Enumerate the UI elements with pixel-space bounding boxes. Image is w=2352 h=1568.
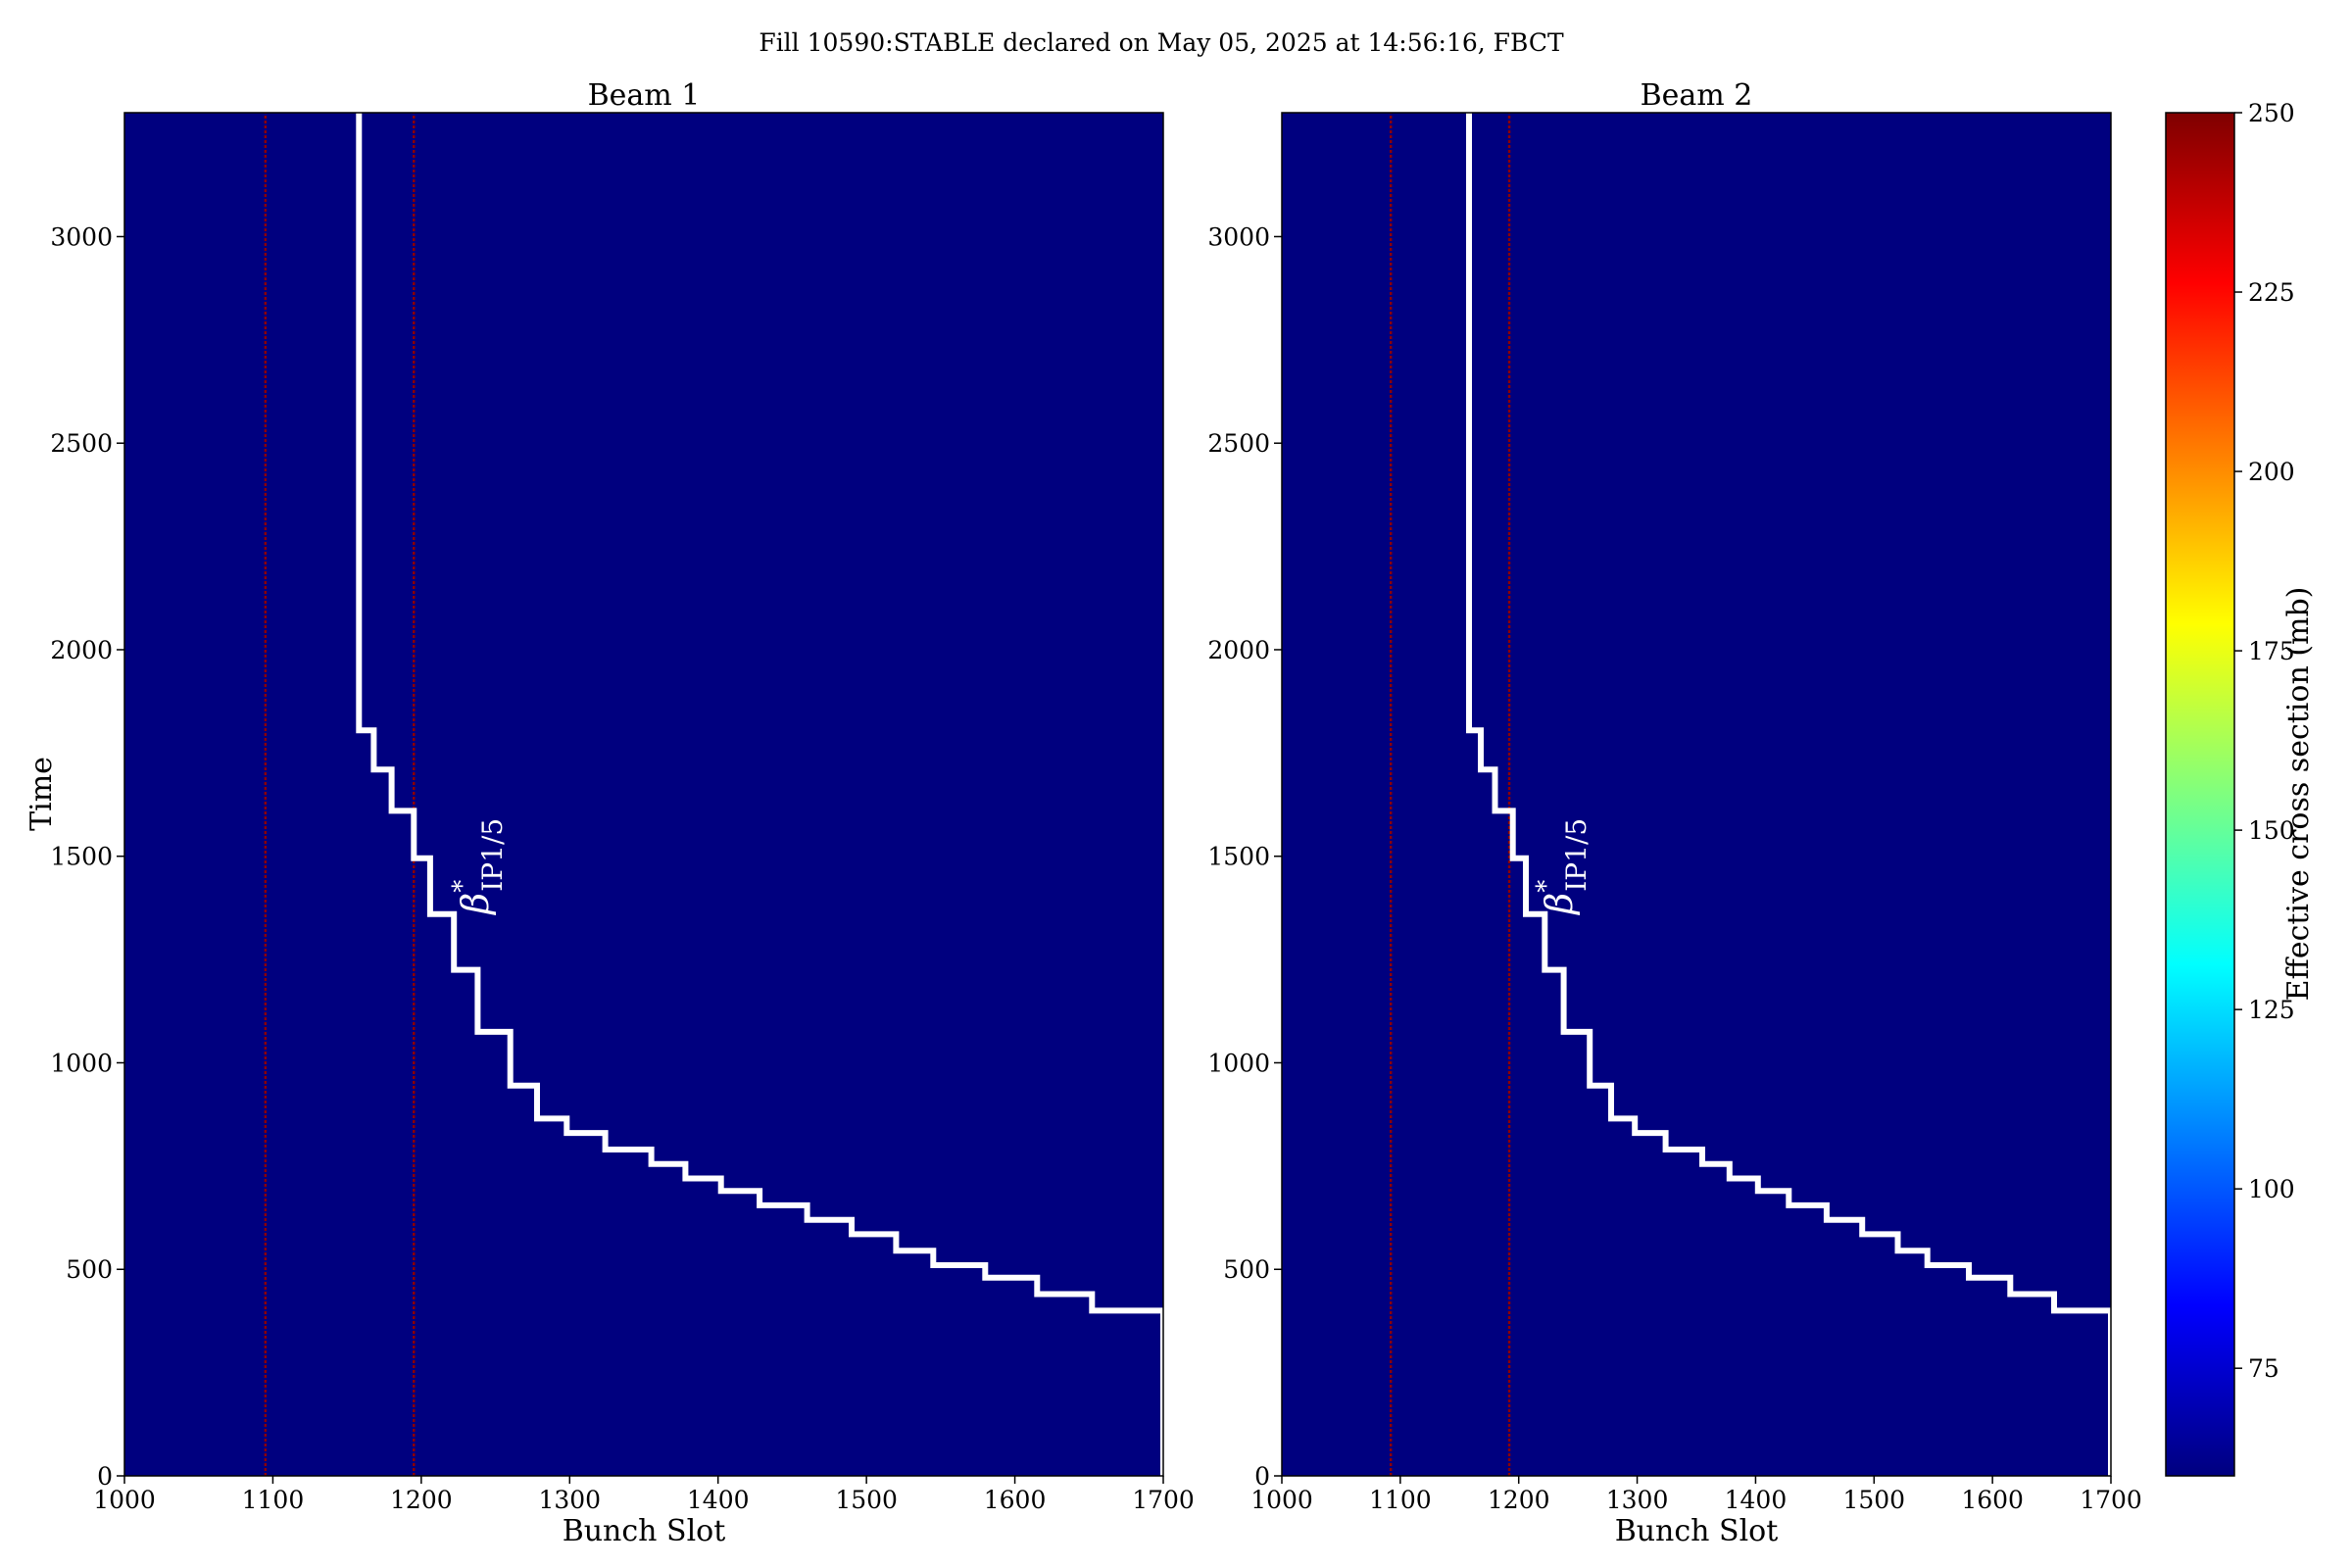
colorbar-tick-label: 75 <box>2248 1354 2279 1383</box>
beam-1-y-ticks: 0 500 1000 1500 2000 2500 3000 <box>50 222 124 1491</box>
colorbar-tick-label: 250 <box>2248 99 2295 127</box>
beam-2-y-tick-label: 500 <box>1223 1255 1270 1284</box>
beam-1-axes-frame <box>123 112 1164 1477</box>
beam-1-x-axis-title: Bunch Slot <box>563 1514 726 1548</box>
beam-2-axes-frame <box>1281 112 2112 1477</box>
beam-2-x-tick-label: 1200 <box>1488 1486 1550 1514</box>
beam-2-y-tick-label: 1000 <box>1207 1049 1270 1077</box>
beam-2-x-tick-label: 1400 <box>1725 1486 1788 1514</box>
beam-1-beta-star-step-line <box>356 113 1166 1476</box>
beam-1-panel: Beam 1 β*IP1/5 1000 1100 1200 1300 1400 1500 1… <box>24 78 1195 1548</box>
beam-1-y-tick-label: 2500 <box>50 429 113 458</box>
colorbar-ticks: 75 100 125 150 175 200 225 250 <box>2234 99 2295 1383</box>
beam-2-x-tick-label: 1600 <box>1961 1486 2024 1514</box>
colorbar-gradient <box>2165 112 2235 1477</box>
beam-1-y-tick-label: 1500 <box>50 843 113 871</box>
beam-2-heatmap-area <box>1282 113 2111 1476</box>
beam-2-x-tick-label: 1000 <box>1250 1486 1313 1514</box>
colorbar-tick-label: 225 <box>2248 278 2295 307</box>
beam-2-y-tick-label: 3000 <box>1207 222 1270 251</box>
beam-2-y-tick-label: 2500 <box>1207 429 1270 458</box>
beam-1-marks: β*IP1/5 <box>264 113 1166 1476</box>
beam-2-y-ticks: 0 500 1000 1500 2000 2500 3000 <box>1207 222 1282 1491</box>
beam-1-y-tick-label: 1000 <box>50 1049 113 1077</box>
colorbar-tick-label: 125 <box>2248 996 2295 1024</box>
beam-1-x-tick-label: 1200 <box>390 1486 453 1514</box>
colorbar-label: Effective cross section (mb) <box>2281 587 2316 1002</box>
beam-1-x-tick-label: 1000 <box>93 1486 156 1514</box>
beam-1-x-ticks: 1000 1100 1200 1300 1400 1500 1600 1700 <box>93 1476 1195 1514</box>
beam-2-x-axis-title: Bunch Slot <box>1615 1514 1779 1548</box>
colorbar-tick-label: 200 <box>2248 458 2295 486</box>
beam-1-x-tick-label: 1600 <box>984 1486 1047 1514</box>
beam-1-x-tick-label: 1500 <box>835 1486 898 1514</box>
beam-1-title: Beam 1 <box>588 78 701 113</box>
beam-2-marks: β*IP1/5 <box>1389 113 2114 1476</box>
beam-2-beta-annotation: β*IP1/5 <box>1532 818 1592 916</box>
beam-2-y-tick-label: 1500 <box>1207 843 1270 871</box>
beam-2-y-tick-label: 0 <box>1254 1462 1270 1491</box>
colorbar-tick-label: 100 <box>2248 1175 2295 1203</box>
beam-2-x-tick-label: 1100 <box>1369 1486 1432 1514</box>
beam-2-beta-star-step-line <box>1466 113 2114 1476</box>
beam-2-x-tick-label: 1500 <box>1842 1486 1905 1514</box>
beam-1-x-tick-label: 1300 <box>538 1486 601 1514</box>
beam-1-x-tick-label: 1100 <box>242 1486 305 1514</box>
beam-2-x-tick-label: 1700 <box>2080 1486 2142 1514</box>
figure-title: Fill 10590:STABLE declared on May 05, 20… <box>759 28 1564 57</box>
beam-1-y-tick-label: 500 <box>66 1255 113 1284</box>
beam-1-x-tick-label: 1700 <box>1132 1486 1195 1514</box>
beam-2-y-tick-label: 2000 <box>1207 636 1270 664</box>
beam-2-panel: Beam 2 β*IP1/5 1000 1100 1200 1300 1400 1500 1… <box>1207 78 2141 1548</box>
beam-1-y-tick-label: 3000 <box>50 222 113 251</box>
beam-1-x-tick-label: 1400 <box>687 1486 750 1514</box>
beam-2-x-ticks: 1000 1100 1200 1300 1400 1500 1600 1700 <box>1250 1476 2142 1514</box>
beam-1-beta-annotation: β*IP1/5 <box>448 818 509 916</box>
colorbar-tick-label: 150 <box>2248 816 2295 845</box>
beam-2-x-tick-label: 1300 <box>1606 1486 1669 1514</box>
colorbar-tick-label: 175 <box>2248 637 2295 665</box>
beam-2-title: Beam 2 <box>1641 78 1753 113</box>
colorbar: 75 100 125 150 175 200 225 250 Effective cross … <box>2165 99 2316 1477</box>
beam-1-y-tick-label: 0 <box>97 1462 113 1491</box>
beam-1-heatmap-area <box>124 113 1163 1476</box>
beam-1-y-tick-label: 2000 <box>50 636 113 664</box>
beam-1-y-axis-title: Time <box>24 757 59 831</box>
